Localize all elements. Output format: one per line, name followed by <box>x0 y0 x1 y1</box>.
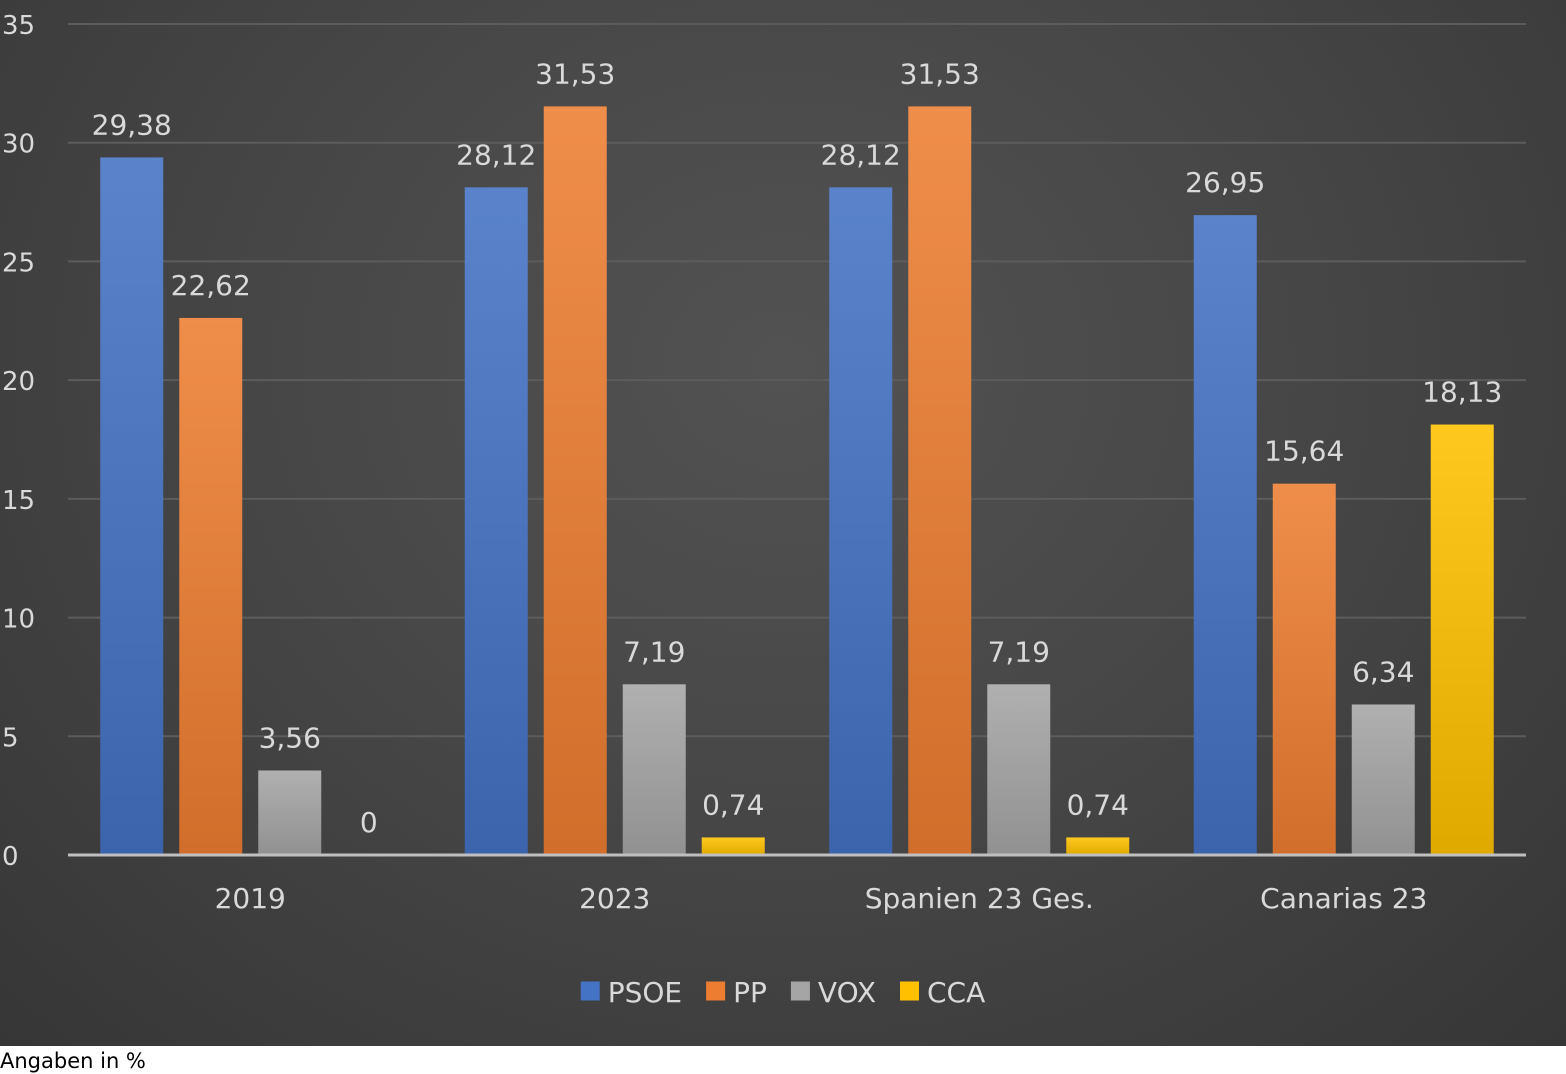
data-label: 28,12 <box>821 138 901 171</box>
category-label: 2019 <box>215 882 286 915</box>
bar-cca-3 <box>1430 424 1494 855</box>
legend-label-pp: PP <box>733 976 767 1009</box>
data-label: 0,74 <box>1067 788 1129 821</box>
bar-pp-1 <box>543 106 607 856</box>
data-label: 7,19 <box>988 635 1050 668</box>
y-tick-label: 15 <box>2 486 35 516</box>
data-label: 7,19 <box>623 635 685 668</box>
data-label: 3,56 <box>259 721 321 754</box>
category-label: Spanien 23 Ges. <box>865 882 1094 915</box>
bar-psoe-0 <box>100 157 164 855</box>
legend: PSOE PP VOX CCA <box>580 976 985 1009</box>
y-tick-label: 35 <box>2 11 35 41</box>
category-label: Canarias 23 <box>1260 882 1427 915</box>
bar-pp-3 <box>1272 483 1336 855</box>
data-labels: 29,38 22,62 3,56 0 28,12 31,53 7,19 0,74 28,12 31… <box>92 57 1503 839</box>
category-labels: 2019 2023 Spanien 23 Ges. Canarias 23 <box>215 882 1428 915</box>
data-label: 18,13 <box>1422 376 1502 409</box>
data-label: 6,34 <box>1352 655 1414 688</box>
y-tick-label: 10 <box>2 605 35 635</box>
y-tick-label: 0 <box>2 842 19 872</box>
data-label: 26,95 <box>1185 166 1265 199</box>
y-axis-tick-labels: 0 5 10 15 20 25 30 35 <box>2 11 35 872</box>
legend-swatch-cca <box>900 981 919 1001</box>
footnote: Angaben in % <box>0 1049 146 1073</box>
y-tick-label: 25 <box>2 248 35 278</box>
y-tick-label: 30 <box>2 130 35 160</box>
bar-pp-2 <box>908 106 972 856</box>
bar-chart: 0 5 10 15 20 25 30 35 29,38 22,62 3,56 0 28,12 31,53… <box>2 11 1526 1009</box>
bar-vox-2 <box>987 684 1051 855</box>
data-label: 29,38 <box>92 108 172 141</box>
data-label: 31,53 <box>900 57 980 90</box>
data-label: 15,64 <box>1264 435 1344 468</box>
legend-label-cca: CCA <box>927 976 985 1009</box>
data-label: 22,62 <box>171 269 251 302</box>
bar-psoe-2 <box>829 187 893 856</box>
legend-swatch-pp <box>706 981 726 1001</box>
bar-vox-0 <box>258 770 322 855</box>
bars <box>100 106 1494 856</box>
legend-label-vox: VOX <box>818 976 876 1009</box>
chart-panel: 0 5 10 15 20 25 30 35 29,38 22,62 3,56 0 28,12 31,53… <box>0 0 1566 1046</box>
data-label: 0,74 <box>702 788 764 821</box>
y-tick-label: 20 <box>2 367 35 397</box>
bar-pp-0 <box>179 317 243 855</box>
bar-cca-1 <box>701 837 765 855</box>
data-label: 28,12 <box>456 138 536 171</box>
gridlines <box>68 23 1526 738</box>
bar-vox-3 <box>1351 704 1415 855</box>
legend-label-psoe: PSOE <box>608 976 682 1009</box>
bar-vox-1 <box>622 684 686 855</box>
bar-psoe-1 <box>464 187 528 856</box>
bar-psoe-3 <box>1193 215 1257 855</box>
legend-swatch-psoe <box>580 981 600 1001</box>
data-label: 31,53 <box>535 57 615 90</box>
data-label: 0 <box>360 806 378 839</box>
y-tick-label: 5 <box>2 723 19 753</box>
category-label: 2023 <box>579 882 650 915</box>
legend-swatch-vox <box>790 981 810 1001</box>
bar-cca-2 <box>1066 837 1130 855</box>
